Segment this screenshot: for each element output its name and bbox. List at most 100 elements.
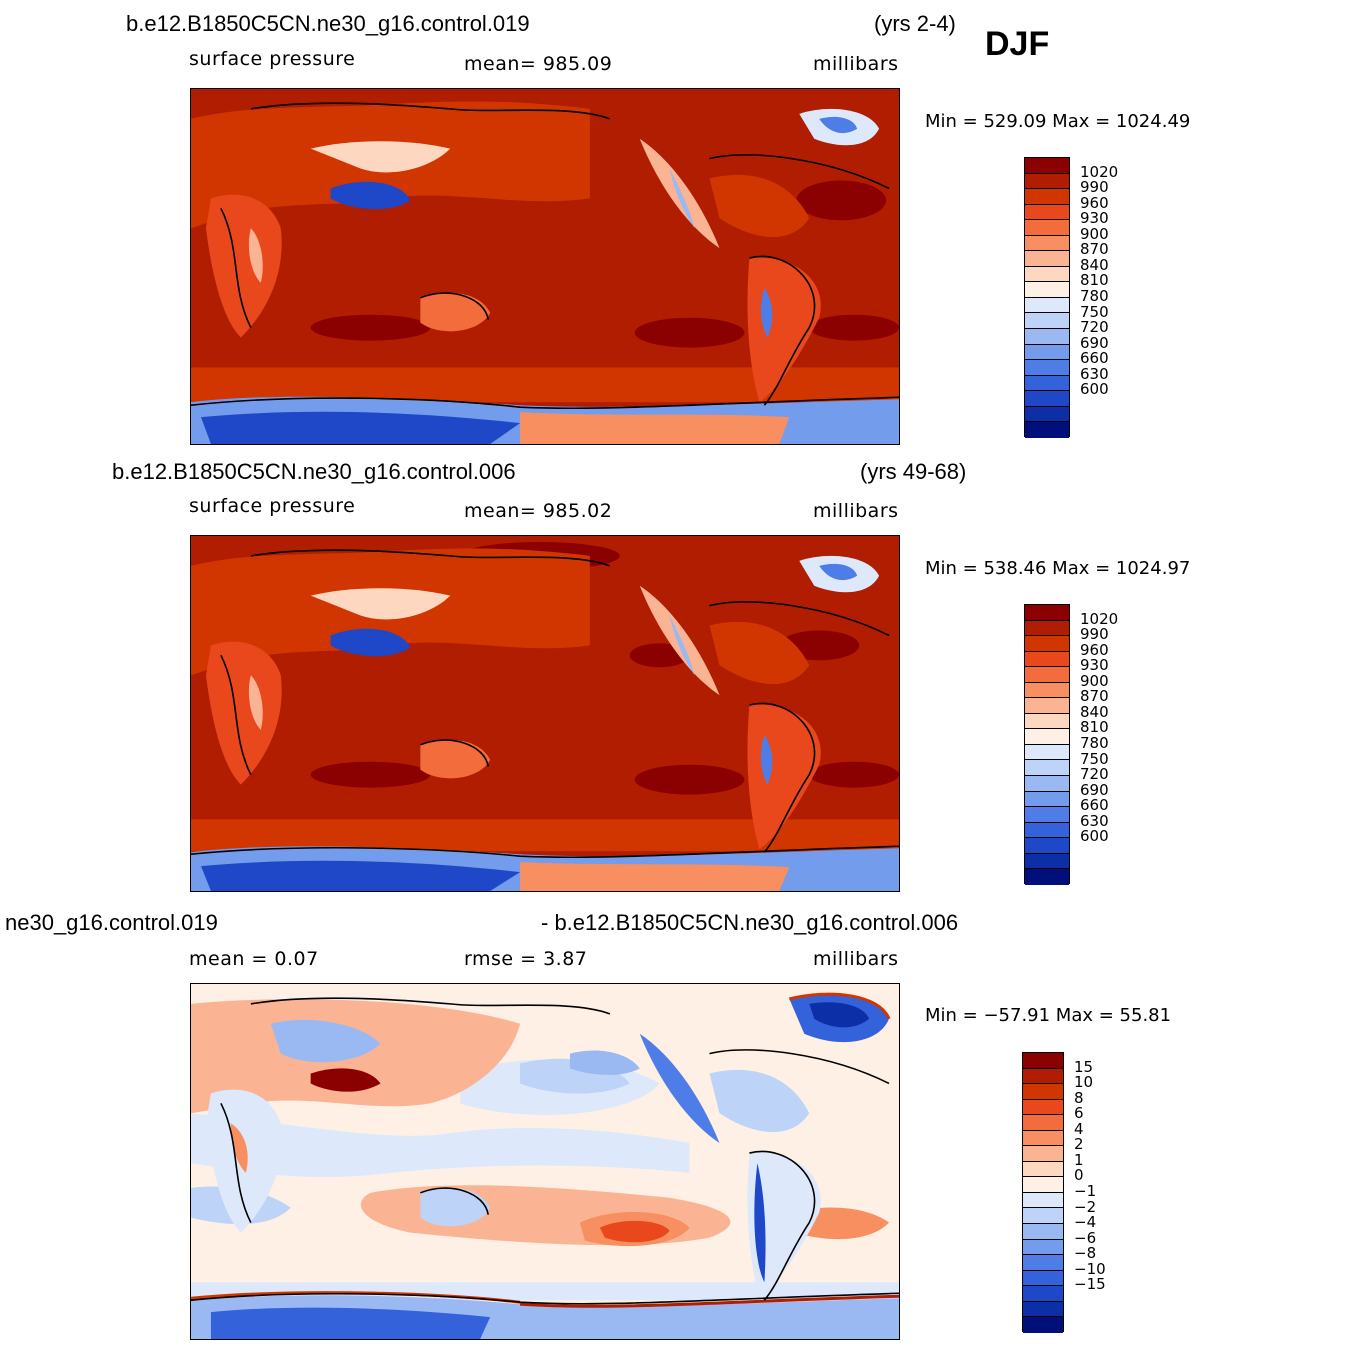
colorbar-swatch xyxy=(1025,173,1069,190)
colorbar-swatch xyxy=(1023,1317,1063,1333)
colorbar-label: 930 xyxy=(1080,209,1109,228)
colorbar-swatch xyxy=(1025,698,1069,714)
panel-2-units: millibars xyxy=(813,500,899,522)
colorbar-label: 600 xyxy=(1080,827,1109,846)
colorbar-label: −6 xyxy=(1074,1228,1097,1247)
colorbar-label: 750 xyxy=(1080,749,1109,768)
colorbar-label: 600 xyxy=(1080,380,1109,399)
colorbar-label: −1 xyxy=(1074,1182,1097,1200)
colorbar-swatch xyxy=(1023,1177,1063,1193)
colorbar-swatch xyxy=(1025,297,1069,314)
panel-3-units: millibars xyxy=(813,948,899,970)
colorbar-swatch xyxy=(1023,1208,1063,1225)
colorbar-swatch xyxy=(1023,1161,1063,1178)
panel-3-colorbar xyxy=(1022,1052,1064,1333)
colorbar-label: 690 xyxy=(1080,333,1109,352)
colorbar-label: −10 xyxy=(1074,1259,1106,1278)
colorbar-swatch xyxy=(1023,1192,1063,1209)
colorbar-swatch xyxy=(1023,1068,1063,1085)
colorbar-label: 930 xyxy=(1080,656,1109,675)
panel-2-title: b.e12.B1850C5CN.ne30_g16.control.006 xyxy=(112,459,516,484)
panel-3-minmax: Min = −57.91 Max = 55.81 xyxy=(925,1005,1172,1026)
colorbar-label: 900 xyxy=(1080,671,1109,690)
colorbar-swatch xyxy=(1023,1115,1063,1131)
panel-1-colorbar xyxy=(1024,157,1070,438)
panel-1-variable: surface pressure xyxy=(189,48,356,70)
colorbar-swatch xyxy=(1025,375,1069,392)
colorbar-swatch xyxy=(1025,869,1069,885)
colorbar-label: 870 xyxy=(1080,240,1109,259)
panel-2-mean: mean= 985.02 xyxy=(464,500,613,522)
panel-1-mean: mean= 985.09 xyxy=(464,53,613,75)
colorbar-label: −4 xyxy=(1074,1213,1097,1232)
panel-2-map xyxy=(190,535,900,892)
colorbar-label: −15 xyxy=(1074,1275,1106,1294)
colorbar-label: 780 xyxy=(1080,287,1109,305)
panel-1-units: millibars xyxy=(813,53,899,75)
colorbar-label: 630 xyxy=(1080,811,1109,830)
colorbar-label: 720 xyxy=(1080,765,1109,784)
colorbar-label: 990 xyxy=(1080,178,1109,197)
colorbar-label: 960 xyxy=(1080,640,1109,659)
colorbar-label: 0 xyxy=(1074,1166,1084,1185)
colorbar-label: 2 xyxy=(1074,1135,1084,1154)
colorbar-swatch xyxy=(1025,791,1069,808)
colorbar-label: 690 xyxy=(1080,780,1109,799)
colorbar-label: −8 xyxy=(1074,1244,1097,1263)
colorbar-swatch xyxy=(1023,1255,1063,1271)
colorbar-swatch xyxy=(1023,1224,1063,1240)
colorbar-label: 810 xyxy=(1080,271,1109,290)
colorbar-swatch xyxy=(1025,636,1069,652)
colorbar-swatch xyxy=(1025,360,1069,376)
colorbar-swatch xyxy=(1025,838,1069,854)
panel-3-rmse: rmse = 3.87 xyxy=(464,948,588,970)
colorbar-swatch xyxy=(1025,776,1069,792)
colorbar-swatch xyxy=(1025,329,1069,345)
colorbar-swatch xyxy=(1023,1130,1063,1147)
colorbar-swatch xyxy=(1023,1053,1063,1069)
panel-3-title-left: ne30_g16.control.019 xyxy=(5,910,218,935)
panel-3-map xyxy=(190,983,900,1340)
colorbar-swatch xyxy=(1025,251,1069,267)
colorbar-swatch xyxy=(1025,807,1069,823)
panel-2-variable: surface pressure xyxy=(189,495,356,517)
colorbar-swatch xyxy=(1025,651,1069,668)
colorbar-swatch xyxy=(1023,1239,1063,1256)
panel-1-minmax: Min = 529.09 Max = 1024.49 xyxy=(925,111,1191,132)
colorbar-swatch xyxy=(1025,158,1069,174)
colorbar-swatch xyxy=(1025,729,1069,745)
colorbar-swatch xyxy=(1025,853,1069,870)
colorbar-swatch xyxy=(1025,344,1069,361)
colorbar-swatch xyxy=(1025,760,1069,777)
colorbar-swatch xyxy=(1025,744,1069,761)
panel-1-years: (yrs 2-4) xyxy=(874,11,956,36)
colorbar-swatch xyxy=(1025,620,1069,637)
colorbar-swatch xyxy=(1025,605,1069,621)
colorbar-swatch xyxy=(1023,1270,1063,1287)
colorbar-swatch xyxy=(1025,713,1069,730)
colorbar-label: 10 xyxy=(1074,1073,1094,1092)
colorbar-label: 810 xyxy=(1080,718,1109,737)
colorbar-label: 750 xyxy=(1080,302,1109,321)
colorbar-label: 630 xyxy=(1080,364,1109,383)
colorbar-swatch xyxy=(1025,189,1069,205)
colorbar-swatch xyxy=(1025,406,1069,423)
panel-2-colorbar xyxy=(1024,604,1070,885)
colorbar-swatch xyxy=(1025,822,1069,839)
colorbar-label: 8 xyxy=(1074,1088,1084,1107)
panel-1-map xyxy=(190,88,900,445)
colorbar-swatch xyxy=(1025,667,1069,683)
colorbar-label: 990 xyxy=(1080,625,1109,644)
colorbar-swatch xyxy=(1025,235,1069,252)
colorbar-label: 840 xyxy=(1080,702,1109,721)
colorbar-label: 1 xyxy=(1074,1150,1084,1169)
colorbar-label: 1020 xyxy=(1080,162,1119,181)
colorbar-label: 780 xyxy=(1080,734,1109,752)
panel-2-years: (yrs 49-68) xyxy=(860,459,967,484)
colorbar-swatch xyxy=(1025,204,1069,221)
colorbar-label: 660 xyxy=(1080,349,1109,368)
colorbar-swatch xyxy=(1023,1084,1063,1100)
colorbar-swatch xyxy=(1023,1146,1063,1162)
colorbar-label: −2 xyxy=(1074,1197,1097,1216)
colorbar-label: 900 xyxy=(1080,224,1109,243)
